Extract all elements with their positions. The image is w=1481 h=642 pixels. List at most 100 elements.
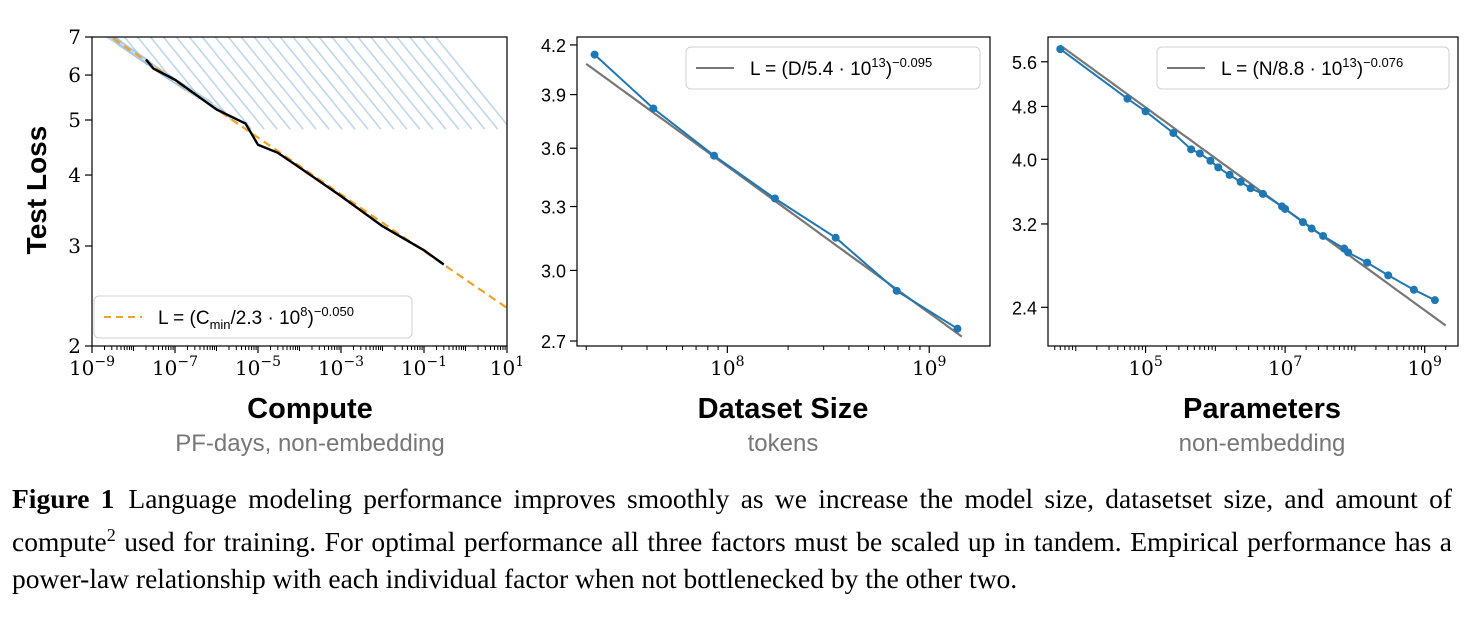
x-tick-label: 10−1 [401,354,447,380]
y-tick-label: 7 [68,25,81,49]
legend-box [93,295,413,339]
learning-curve [279,37,356,130]
y-tick-label: 4 [68,163,81,187]
x-tick-label: 10−7 [152,354,198,380]
data-point [1214,163,1223,172]
x-tick-label: 10−5 [235,354,281,380]
y-tick-label: 3.6 [541,139,566,159]
x-axis-subtitle: PF-days, non-embedding [175,430,444,457]
learning-curve [331,37,408,130]
y-tick-label: 4.8 [1012,97,1037,117]
data-point [1169,128,1178,137]
plot-area [84,18,507,309]
data-point [1187,145,1196,154]
x-tick-label: 109 [1408,354,1442,380]
learning-curve [318,37,395,130]
x-tick-label: 109 [912,354,946,380]
y-tick-label: 2.4 [1012,298,1037,318]
y-tick-label: 2.7 [541,332,566,352]
data-point [1225,170,1234,179]
data-point [590,50,599,59]
data-point [1195,149,1204,158]
learning-curve [188,37,265,130]
learning-curve [369,37,447,130]
parameters-panel: 105 107 109 2.4 3.2 4.0 4.8 5.6 L = (N/8.8 · 101… [1012,36,1459,457]
x-tick-label: 105 [1128,354,1162,380]
data-point [1298,218,1307,227]
y-tick-label: 4.2 [541,36,566,56]
y-tick-label: 3.3 [541,198,566,218]
learning-curve [421,37,499,130]
learning-curve [408,37,486,130]
legend-box [1156,46,1450,90]
data-point [892,286,901,295]
caption-footnote-mark: 2 [106,525,116,545]
data-point [1123,94,1132,103]
y-tick-label: 5.6 [1012,53,1037,73]
data-point [710,151,719,160]
figure-panels: Test Loss 10−9 10−7 10−5 10−3 10−1 101 2 3 4 5 6 7 L… [21,18,1459,457]
x-axis-subtitle: non-embedding [1179,430,1346,457]
legend-label: L = (N/8.8 · 1013)−0.076 [1221,55,1403,80]
series-line [593,53,959,330]
learning-curve [175,37,252,130]
data-point [1430,296,1439,305]
learning-curve [214,37,291,130]
x-axis-title: Dataset Size [698,393,869,425]
caption-text: Language modeling performance improves s… [12,483,1452,558]
figure-caption: Figure 1 Language modeling performance im… [12,480,1452,597]
learning-curve [292,37,369,130]
data-point [1236,177,1245,186]
plot-area [585,50,963,338]
data-point [1363,258,1372,267]
data-point [1384,271,1393,280]
learning-curve [343,37,421,130]
plot-area [1056,44,1447,327]
x-tick-label: 10−9 [69,354,115,380]
data-point [953,324,962,333]
learning-curve [382,37,460,130]
y-tick-label: 2 [68,334,81,358]
learning-curve [240,37,317,130]
legend-label: L = (D/5.4 · 1013)−0.095 [750,55,932,80]
data-point [1281,204,1290,213]
learning-curve [162,37,239,125]
learning-curve [201,37,278,130]
data-point [1246,184,1255,193]
data-point [1056,45,1065,54]
learning-curve [136,37,213,104]
x-axis-subtitle: tokens [748,430,819,457]
learning-curve [112,37,174,79]
data-point [1307,224,1316,233]
learning-curve [356,37,434,130]
x-tick-label: 10−3 [318,354,364,380]
data-point [649,104,658,113]
data-point [1344,248,1353,257]
y-axis-label: Test Loss [21,126,52,255]
data-point [1409,285,1418,294]
compute-frontier [145,58,445,266]
legend-box [685,46,981,90]
caption-text-continued: used for training. For optimal performan… [12,526,1452,595]
legend-label: L = (Cmin/2.3 · 108)−0.050 [158,304,354,332]
axes-frame [1047,36,1459,347]
learning-curve [434,37,507,126]
x-tick-label: 107 [1268,354,1302,380]
learning-curve [149,37,226,113]
y-tick-label: 5 [68,108,81,132]
learning-curve [395,37,473,130]
x-tick-label: 101 [490,354,524,380]
dataset-panel: 108 109 2.7 3.0 3.3 3.6 3.9 4.2 L = (D/5.4 · 101… [541,36,991,457]
y-tick-label: 3.9 [541,86,566,106]
y-tick-label: 4.0 [1012,150,1037,170]
data-point [831,233,840,242]
x-axis-title: Parameters [1183,393,1341,425]
caption-label: Figure 1 [12,483,115,514]
data-point [1319,231,1328,240]
data-point [1206,156,1215,165]
learning-curve [84,18,109,35]
learning-curve [253,37,330,130]
data-point [1258,189,1267,198]
compute-panel: Test Loss 10−9 10−7 10−5 10−3 10−1 101 2 3 4 5 6 7 L… [21,18,524,457]
x-tick-label: 108 [710,354,744,380]
